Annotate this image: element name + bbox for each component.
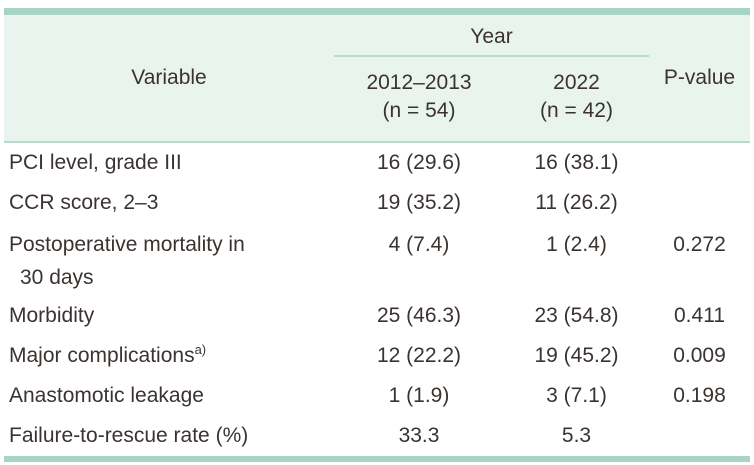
year-column-group: Year 2012–2013 (n = 54) 2022 (n = 42)	[334, 15, 649, 141]
period1-n: (n = 54)	[382, 99, 456, 122]
year-group-header: Year	[470, 25, 513, 48]
variable-cell: Anastomotic leakage	[9, 384, 204, 407]
value-cell-2022: 16 (38.1)	[534, 151, 619, 174]
table-row: CCR score, 2–3 19 (35.2) 11 (26.2)	[4, 183, 750, 223]
variable-line1: Postoperative mortality in	[9, 233, 245, 256]
year-group-underline	[334, 55, 649, 57]
outcomes-table: Variable Year 2012–2013 (n = 54) 2022 (n…	[4, 8, 750, 462]
table-row: Major complicationsa) 12 (22.2) 19 (45.2…	[4, 336, 750, 376]
variable-cell: Failure-to-rescue rate (%)	[9, 424, 249, 447]
table-header: Variable Year 2012–2013 (n = 54) 2022 (n…	[4, 15, 750, 143]
value-cell-2012-2013: 25 (46.3)	[376, 304, 462, 327]
bottom-rule-bar	[4, 456, 750, 462]
period2-label: 2022	[553, 71, 600, 94]
value-cell-2012-2013: 12 (22.2)	[376, 344, 462, 367]
pvalue-cell: 0.198	[673, 384, 726, 407]
value-cell-2012-2013: 4 (7.4)	[388, 233, 450, 256]
variable-line2: 30 days	[20, 266, 94, 289]
table-body: PCI level, grade III 16 (29.6) 16 (38.1)…	[4, 143, 750, 456]
variable-cell: Postoperative mortality in 30 days	[4, 228, 334, 294]
pvalue-column-header: P-value	[663, 66, 736, 89]
footnote-marker: a)	[194, 342, 207, 357]
value-cell-2022: 5.3	[561, 424, 592, 447]
table-row: Postoperative mortality in 30 days 4 (7.…	[4, 223, 750, 296]
period2-column-header: 2022 (n = 42)	[504, 69, 649, 125]
pvalue-cell: 0.009	[673, 344, 726, 367]
year-subcolumns: 2012–2013 (n = 54) 2022 (n = 42)	[334, 69, 649, 125]
value-cell-2022: 1 (2.4)	[546, 233, 607, 256]
value-cell-2012-2013: 16 (29.6)	[376, 151, 462, 174]
value-cell-2012-2013: 1 (1.9)	[388, 384, 450, 407]
table-row: Anastomotic leakage 1 (1.9) 3 (7.1) 0.19…	[4, 376, 750, 416]
period1-column-header: 2012–2013 (n = 54)	[334, 69, 504, 125]
value-cell-2012-2013: 33.3	[398, 424, 440, 447]
value-cell-2022: 3 (7.1)	[546, 384, 607, 407]
variable-column-header: Variable	[131, 66, 207, 89]
variable-cell: PCI level, grade III	[9, 151, 182, 174]
top-rule-bar	[4, 8, 750, 15]
period2-n: (n = 42)	[540, 99, 613, 122]
value-cell-2022: 19 (45.2)	[534, 344, 619, 367]
table-row: PCI level, grade III 16 (29.6) 16 (38.1)	[4, 143, 750, 183]
value-cell-2012-2013: 19 (35.2)	[376, 191, 462, 214]
value-cell-2022: 11 (26.2)	[535, 191, 618, 214]
variable-cell: Major complicationsa)	[4, 342, 334, 368]
pvalue-cell: 0.411	[674, 304, 725, 327]
period1-label: 2012–2013	[366, 71, 472, 94]
variable-cell: CCR score, 2–3	[9, 191, 159, 214]
value-cell-2022: 23 (54.8)	[534, 304, 619, 327]
table-row: Morbidity 25 (46.3) 23 (54.8) 0.411	[4, 296, 750, 336]
table-row: Failure-to-rescue rate (%) 33.3 5.3	[4, 416, 750, 456]
pvalue-cell: 0.272	[673, 233, 726, 256]
variable-text: Major complications	[9, 344, 195, 367]
variable-cell: Morbidity	[9, 304, 95, 327]
